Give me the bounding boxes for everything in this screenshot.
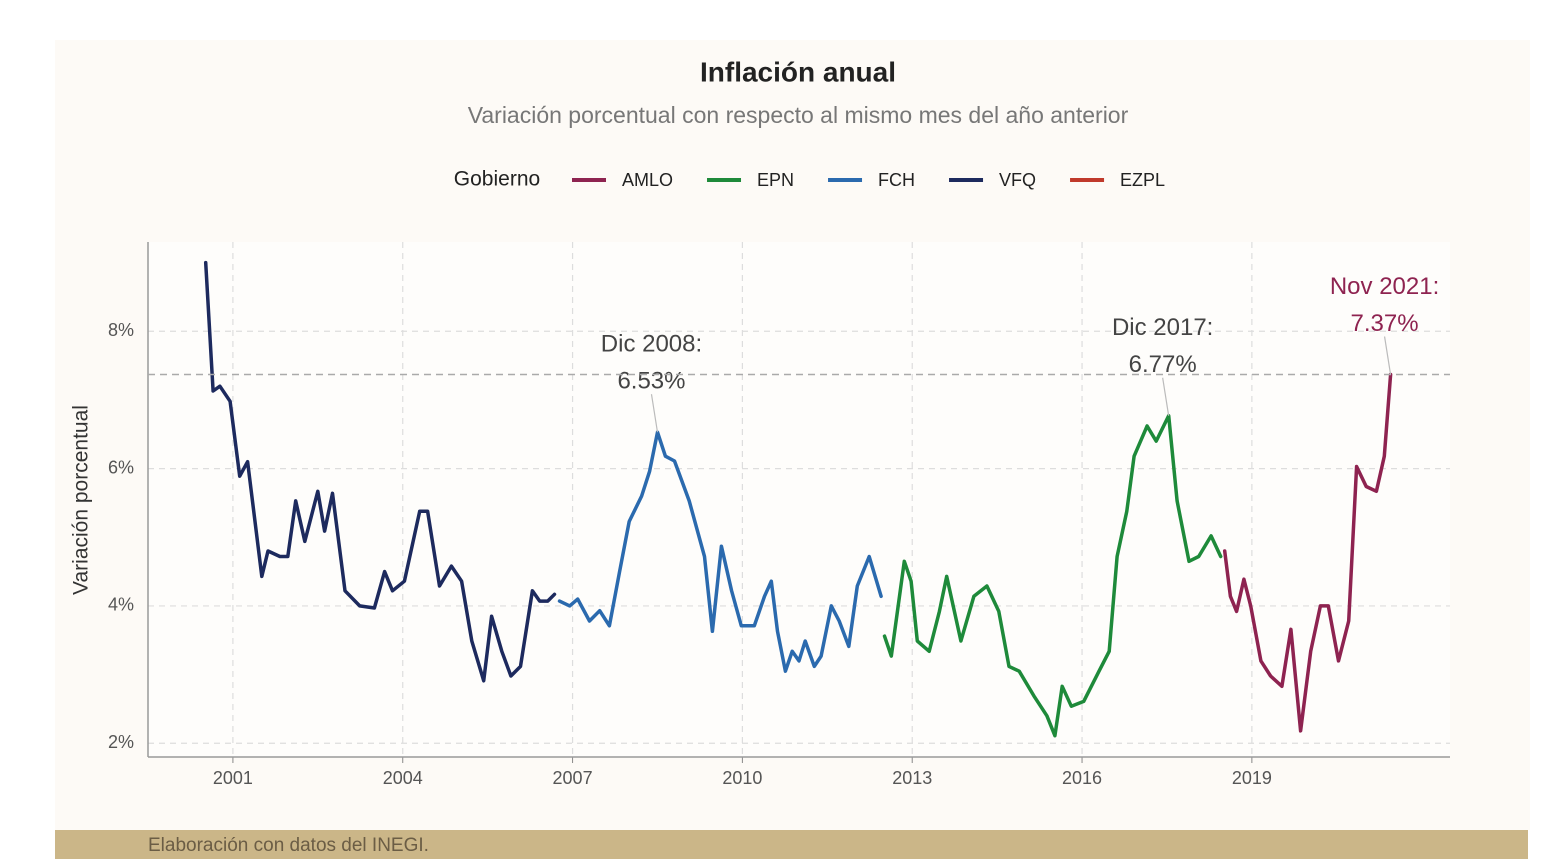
series-line: [1222, 372, 1393, 733]
legend-title: Gobierno: [454, 168, 540, 191]
annotation-text: Dic 2017:: [1112, 314, 1213, 341]
source-note: Elaboración con datos del INEGI.: [148, 835, 429, 856]
y-tick-label: 6%: [108, 457, 134, 477]
x-tick-label: 2001: [213, 768, 253, 788]
annotation-text: Nov 2021:: [1330, 273, 1439, 300]
legend-label: FCH: [878, 170, 915, 190]
y-axis-label: Variación porcentual: [70, 405, 93, 595]
x-tick-label: 2004: [383, 768, 423, 788]
chart-title: Inflación anual: [700, 56, 896, 87]
legend-label: EPN: [757, 170, 794, 190]
chart-subtitle: Variación porcentual con respecto al mis…: [468, 102, 1129, 128]
x-tick-label: 2007: [553, 768, 593, 788]
x-tick-label: 2013: [892, 768, 932, 788]
y-tick-label: 8%: [108, 320, 134, 340]
x-tick-label: 2016: [1062, 768, 1102, 788]
legend-label: EZPL: [1120, 170, 1165, 190]
footer-bar: [55, 830, 1528, 859]
annotation-leader: [1162, 377, 1170, 416]
annotation-text: 6.77%: [1129, 351, 1197, 378]
y-tick-label: 4%: [108, 595, 134, 615]
legend-label: AMLO: [622, 170, 673, 190]
x-tick-label: 2019: [1232, 768, 1272, 788]
series-line: [557, 430, 883, 673]
annotation-text: Dic 2008:: [601, 331, 702, 358]
annotation-leader: [1383, 336, 1392, 375]
annotation-text: 7.37%: [1351, 310, 1419, 337]
series-line: [203, 260, 557, 683]
y-tick-label: 2%: [108, 732, 134, 752]
x-tick-label: 2010: [722, 768, 762, 788]
legend-label: VFQ: [999, 170, 1036, 190]
annotation-leader: [650, 394, 659, 433]
plot-area: [148, 242, 1450, 757]
annotation-text: 6.53%: [617, 368, 685, 395]
series-line: [882, 413, 1223, 738]
